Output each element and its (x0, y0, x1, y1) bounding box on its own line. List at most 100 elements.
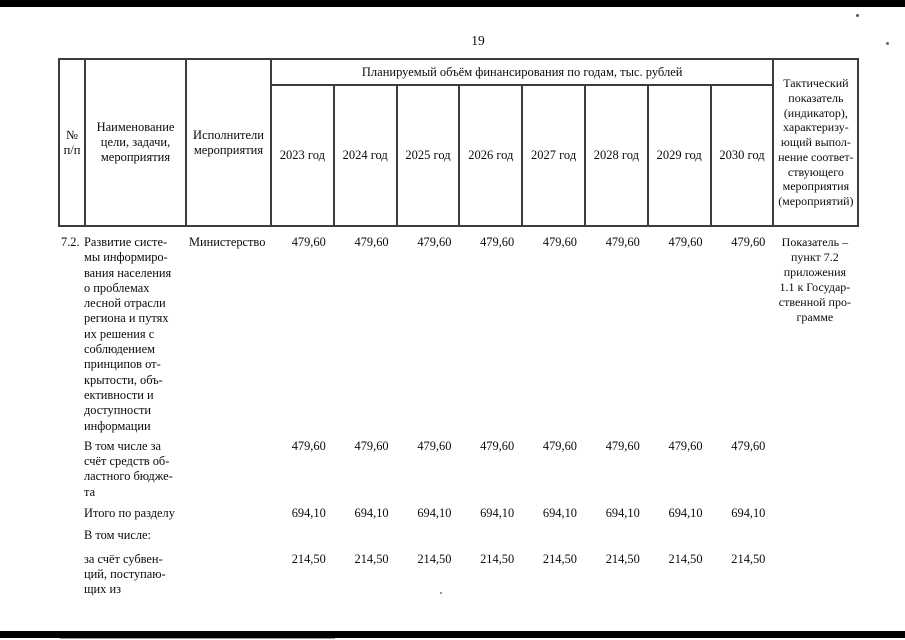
table-row: за счёт субвен- ций, поступаю- щих из 21… (60, 552, 859, 598)
header-executors-label: Исполнители мероприятия (193, 127, 264, 157)
year-label: 2030 год (719, 148, 765, 162)
value-text: 479,60 (542, 438, 577, 453)
header-year-2024: 2024 год (332, 86, 396, 225)
table-row: 7.2. Развитие систе- мы информиро- вания… (60, 227, 859, 434)
value-text: 479,60 (354, 235, 389, 249)
row-name-text: В том числе за счёт средств об- ластного… (84, 438, 173, 499)
financing-table: № п/п Наименование цели, задачи, меропри… (58, 58, 860, 598)
value-text: 479,60 (291, 235, 326, 249)
value-text: 479,60 (731, 235, 766, 249)
header-year-2023: 2023 год (270, 86, 333, 225)
header-year-2026: 2026 год (458, 86, 521, 225)
scan-speck (886, 42, 889, 45)
value-text: 479,60 (291, 438, 326, 453)
scan-border-top (0, 0, 905, 7)
year-label: 2024 год (342, 148, 388, 162)
row-name-text: Итого по разделу (84, 506, 175, 521)
value-2028: 479,60 (584, 235, 647, 250)
value-text: 479,60 (480, 235, 515, 249)
value-text: 479,60 (417, 438, 452, 453)
row-name: В том числе за счёт средств об- ластного… (84, 439, 185, 500)
page-number: 19 (471, 33, 485, 48)
header-num-label: № п/п (63, 127, 81, 157)
value-text: 694,10 (291, 506, 326, 521)
header-name-label: Наименование цели, задачи, мероприятия (96, 120, 175, 164)
row-name: Итого по разделу (84, 506, 185, 521)
scan-border-bottom (0, 631, 905, 638)
value-text: 694,10 (480, 506, 515, 521)
year-label: 2026 год (468, 148, 514, 162)
header-year-2025: 2025 год (395, 86, 459, 225)
value-text: 214,50 (542, 551, 577, 566)
value-2023: 479,60 (270, 235, 333, 250)
table-row: В том числе: (60, 528, 859, 543)
header-year-2028: 2028 год (583, 86, 647, 225)
row-name: В том числе: (84, 528, 185, 543)
value-text: 479,60 (668, 438, 703, 453)
value-2029: 214,50 (647, 552, 710, 567)
value-text: 214,50 (354, 551, 389, 566)
year-label: 2023 год (279, 148, 325, 162)
value-text: 694,10 (605, 506, 640, 521)
value-2028: 694,10 (584, 506, 647, 521)
table-row: В том числе за счёт средств об- ластного… (60, 439, 859, 500)
value-text: 214,50 (480, 551, 515, 566)
header-finance-label: Планируемый объём финансирования по года… (361, 64, 683, 79)
value-2025: 694,10 (396, 506, 459, 521)
value-text: 214,50 (605, 551, 640, 566)
row-name-text: В том числе: (84, 528, 151, 543)
value-2027: 479,60 (521, 235, 584, 250)
value-2029: 479,60 (647, 235, 710, 250)
value-text: 479,60 (542, 235, 577, 249)
year-label: 2027 год (530, 148, 577, 162)
value-text: 479,60 (605, 235, 640, 249)
header-finance-span: Планируемый объём финансирования по года… (270, 60, 773, 86)
value-2025: 479,60 (396, 439, 459, 454)
header-name: Наименование цели, задачи, мероприятия (84, 60, 185, 225)
value-2025: 479,60 (396, 235, 459, 250)
value-text: 214,50 (291, 551, 326, 566)
value-2023: 694,10 (270, 506, 333, 521)
value-text: 479,60 (417, 235, 452, 249)
year-label: 2029 год (656, 148, 702, 162)
row-name-text: за счёт субвен- ций, поступаю- щих из (84, 551, 166, 597)
scan-speck (440, 592, 442, 594)
header-indicator: Тактический показатель (индикатор), хара… (772, 60, 857, 225)
value-2024: 214,50 (333, 552, 396, 567)
value-text: 479,60 (731, 438, 766, 453)
value-text: 694,10 (417, 506, 452, 521)
year-label: 2025 год (405, 148, 451, 162)
value-2024: 694,10 (333, 506, 396, 521)
row-name-text: Развитие систе- мы информиро- вания насе… (84, 235, 172, 433)
table-row: Итого по разделу 694,10 694,10 694,10 69… (60, 506, 859, 521)
row-name: Развитие систе- мы информиро- вания насе… (84, 235, 185, 434)
value-text: 694,10 (354, 506, 389, 521)
scan-border-bottom-shadow (60, 637, 335, 639)
value-2024: 479,60 (333, 235, 396, 250)
value-text: 214,50 (731, 551, 766, 566)
value-text: 214,50 (417, 551, 452, 566)
value-2030: 479,60 (710, 235, 773, 250)
row-name: за счёт субвен- ций, поступаю- щих из (84, 552, 185, 598)
value-text: 479,60 (605, 438, 640, 453)
scan-speck (856, 14, 859, 17)
row-executor: Министерство (185, 235, 270, 250)
row-number-text: 7.2. (61, 235, 80, 249)
value-2028: 479,60 (584, 439, 647, 454)
value-2029: 479,60 (647, 439, 710, 454)
header-num: № п/п (60, 60, 84, 225)
value-2026: 214,50 (458, 552, 521, 567)
value-text: 694,10 (542, 506, 577, 521)
value-2026: 694,10 (458, 506, 521, 521)
header-year-2030: 2030 год (709, 86, 773, 225)
row-number: 7.2. (60, 235, 84, 250)
header-year-2029: 2029 год (646, 86, 710, 225)
value-text: 479,60 (668, 235, 703, 249)
value-2025: 214,50 (396, 552, 459, 567)
value-2030: 479,60 (710, 439, 773, 454)
value-text: 214,50 (668, 551, 703, 566)
header-year-2027: 2027 год (521, 86, 584, 225)
year-label: 2028 год (593, 148, 639, 162)
table-body: 7.2. Развитие систе- мы информиро- вания… (58, 227, 859, 598)
